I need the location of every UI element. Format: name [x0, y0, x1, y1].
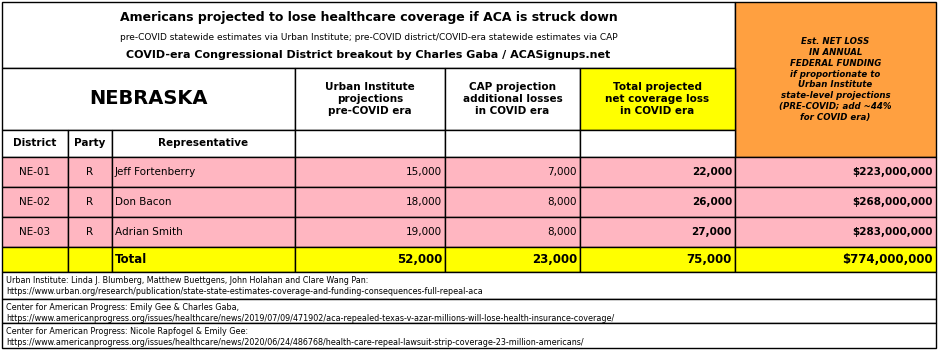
Text: COVID-era Congressional District breakout by Charles Gaba / ACASignups.net: COVID-era Congressional District breakou… [127, 50, 611, 60]
Text: NE-01: NE-01 [20, 167, 51, 177]
Bar [445, 247, 580, 272]
Text: 8,000: 8,000 [548, 227, 577, 237]
Bar [2, 247, 68, 272]
Text: 75,000: 75,000 [687, 253, 732, 266]
Text: R: R [86, 197, 94, 207]
Bar [445, 157, 580, 187]
Text: Urban Institute: Linda J. Blumberg, Matthew Buettgens, John Holahan and Clare Wa: Urban Institute: Linda J. Blumberg, Matt… [6, 276, 483, 296]
Text: NEBRASKA: NEBRASKA [89, 90, 207, 108]
Text: Don Bacon: Don Bacon [115, 197, 172, 207]
Text: 23,000: 23,000 [532, 253, 577, 266]
Text: 18,000: 18,000 [406, 197, 442, 207]
Text: Americans projected to lose healthcare coverage if ACA is struck down: Americans projected to lose healthcare c… [120, 10, 617, 23]
Text: Total projected
net coverage loss
in COVID era: Total projected net coverage loss in COV… [605, 82, 709, 117]
Text: pre-COVID statewide estimates via Urban Institute; pre-COVID district/COVID-era : pre-COVID statewide estimates via Urban … [120, 33, 617, 42]
Bar [735, 157, 936, 187]
Text: 19,000: 19,000 [406, 227, 442, 237]
Bar [112, 247, 295, 272]
Text: 7,000: 7,000 [548, 167, 577, 177]
Bar [445, 187, 580, 217]
Text: Center for American Progress: Nicole Rapfogel & Emily Gee:
https://www.americanp: Center for American Progress: Nicole Rap… [6, 327, 583, 347]
Bar [295, 247, 445, 272]
Bar [2, 187, 68, 217]
Bar [445, 130, 580, 157]
Bar [112, 157, 295, 187]
Text: NE-03: NE-03 [20, 227, 51, 237]
Text: Total: Total [115, 253, 147, 266]
Bar [735, 247, 936, 272]
Bar [112, 187, 295, 217]
Bar [295, 187, 445, 217]
Text: 8,000: 8,000 [548, 197, 577, 207]
Bar [68, 187, 112, 217]
Bar [580, 68, 735, 130]
Text: R: R [86, 227, 94, 237]
Text: Urban Institute
projections
pre-COVID era: Urban Institute projections pre-COVID er… [325, 82, 415, 117]
Bar [2, 2, 735, 68]
Text: $283,000,000: $283,000,000 [853, 227, 933, 237]
Text: Est. NET LOSS
IN ANNUAL
FEDERAL FUNDING
if proportionate to
Urban Institute
stat: Est. NET LOSS IN ANNUAL FEDERAL FUNDING … [779, 37, 892, 122]
Bar [112, 217, 295, 247]
Bar [2, 217, 68, 247]
Text: District: District [13, 139, 56, 148]
Text: Representative: Representative [159, 139, 249, 148]
Bar [295, 217, 445, 247]
Text: 27,000: 27,000 [691, 227, 732, 237]
Text: 22,000: 22,000 [691, 167, 732, 177]
Bar [735, 2, 936, 157]
Bar [295, 130, 445, 157]
Text: Center for American Progress: Emily Gee & Charles Gaba,
https://www.americanprog: Center for American Progress: Emily Gee … [6, 303, 614, 323]
Bar [580, 130, 735, 157]
Text: 26,000: 26,000 [691, 197, 732, 207]
Bar [295, 157, 445, 187]
Bar [445, 217, 580, 247]
Text: CAP projection
additional losses
in COVID era: CAP projection additional losses in COVI… [462, 82, 563, 117]
Bar [580, 247, 735, 272]
Text: Adrian Smith: Adrian Smith [115, 227, 183, 237]
Bar [68, 157, 112, 187]
Bar [2, 272, 936, 299]
Text: R: R [86, 167, 94, 177]
Bar [295, 68, 445, 130]
Bar [580, 187, 735, 217]
Bar [2, 157, 68, 187]
Text: $268,000,000: $268,000,000 [853, 197, 933, 207]
Text: 15,000: 15,000 [406, 167, 442, 177]
Bar [112, 130, 295, 157]
Bar [735, 187, 936, 217]
Text: NE-02: NE-02 [20, 197, 51, 207]
Bar [68, 130, 112, 157]
Bar [2, 323, 936, 348]
Bar [445, 68, 580, 130]
Bar [2, 299, 936, 323]
Bar [2, 130, 68, 157]
Bar [2, 68, 295, 130]
Bar [580, 217, 735, 247]
Bar [68, 217, 112, 247]
Text: $223,000,000: $223,000,000 [853, 167, 933, 177]
Bar [68, 247, 112, 272]
Text: $774,000,000: $774,000,000 [842, 253, 933, 266]
Text: Jeff Fortenberry: Jeff Fortenberry [115, 167, 196, 177]
Bar [580, 157, 735, 187]
Bar [735, 217, 936, 247]
Text: Party: Party [74, 139, 106, 148]
Text: 52,000: 52,000 [397, 253, 442, 266]
